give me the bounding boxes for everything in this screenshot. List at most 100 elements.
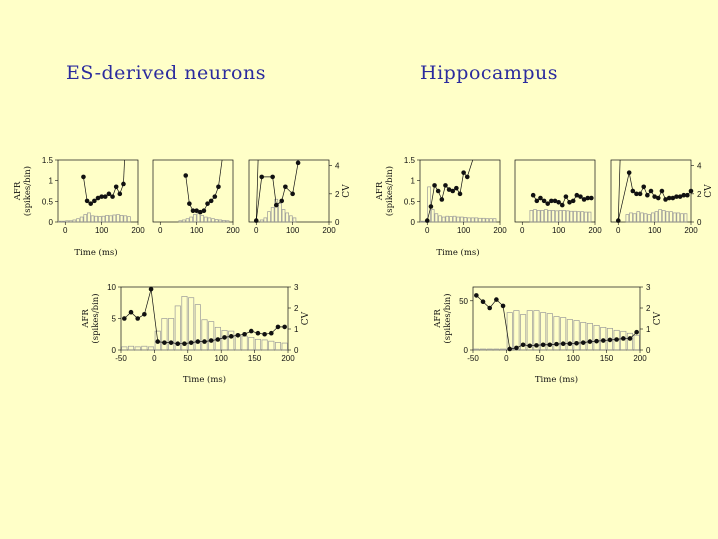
- cv-point: [530, 192, 536, 198]
- afr-bar: [267, 211, 271, 223]
- afr-bar: [430, 209, 435, 223]
- afr-bar: [201, 319, 208, 351]
- cv-point: [148, 286, 154, 292]
- afr-bar: [587, 211, 592, 223]
- cv-point: [549, 198, 554, 204]
- x-tick-label: 0: [520, 226, 525, 235]
- afr-bar: [194, 304, 201, 351]
- cv-point: [175, 341, 181, 347]
- cv-point: [188, 340, 194, 345]
- afr-bar: [154, 330, 161, 351]
- y-tick-label: 0: [112, 346, 117, 355]
- afr-bar: [108, 215, 113, 223]
- y-tick-label: 0: [464, 346, 469, 355]
- afr-bar: [182, 219, 186, 223]
- cv-point: [527, 343, 533, 349]
- afr-bar: [456, 216, 460, 223]
- cv-point: [212, 194, 218, 199]
- afr-bar: [555, 210, 559, 223]
- cv-point: [270, 174, 275, 180]
- afr-bar: [485, 218, 490, 223]
- afr-bar: [669, 211, 673, 223]
- cv-point: [195, 339, 201, 344]
- y-tick-label: 1.5: [42, 156, 54, 165]
- afr-bar: [474, 217, 479, 223]
- afr-bar: [544, 209, 548, 223]
- afr-bar: [643, 213, 648, 223]
- cv-point: [589, 195, 594, 201]
- afr-bar: [289, 215, 293, 223]
- cv-point: [435, 188, 441, 194]
- y-axis-label: AFR(spikes/bin): [433, 293, 453, 343]
- afr-bar: [87, 212, 91, 223]
- cv-point: [487, 305, 493, 311]
- cv-point: [242, 331, 247, 337]
- afr-bar: [112, 214, 117, 223]
- y2-tick-label: 2: [294, 304, 299, 313]
- afr-bar: [629, 212, 633, 223]
- cv-point: [461, 170, 466, 175]
- afr-bar: [214, 219, 219, 223]
- afr-bar: [161, 318, 168, 351]
- cv-point: [621, 336, 626, 341]
- cv-point: [155, 339, 161, 344]
- x-tick-label: 50: [183, 354, 192, 363]
- cv-point: [547, 342, 553, 348]
- afr-bar: [174, 305, 181, 351]
- afr-bar: [200, 215, 204, 223]
- afr-bar: [620, 330, 627, 351]
- x-tick-label: 200: [226, 226, 240, 235]
- x-tick-label: -50: [467, 354, 479, 363]
- cv-point: [92, 198, 97, 204]
- chart-hc-small-1: 0 100 200 0 0.5 1 1.5 Time (ms) AFR(spikes/bin): [375, 156, 507, 258]
- cv-line-overflow: [466, 159, 474, 178]
- cv-point: [110, 194, 115, 199]
- cv-line: [426, 171, 468, 221]
- cv-point: [560, 341, 566, 347]
- y-tick-label: 50: [459, 297, 468, 306]
- afr-bar: [513, 310, 520, 351]
- cv-point: [659, 188, 665, 194]
- x-tick-label: 100: [552, 226, 566, 235]
- x-axis-label: Time (ms): [74, 247, 117, 258]
- cv-point: [279, 198, 285, 204]
- cv-point: [541, 198, 547, 204]
- y-tick-label: 1: [411, 177, 416, 186]
- afr-bar: [651, 212, 655, 223]
- cv-point: [168, 340, 174, 345]
- y-tick-label: 1.5: [404, 156, 416, 165]
- afr-bar: [613, 329, 620, 351]
- y-tick-label: 0.5: [42, 197, 54, 206]
- cv-point: [688, 188, 694, 194]
- afr-bar: [441, 216, 446, 223]
- cv-point: [563, 194, 569, 199]
- afr-bar: [606, 327, 613, 351]
- afr-bar: [211, 218, 215, 223]
- x-tick-label: 200: [633, 354, 647, 363]
- afr-bar: [292, 217, 297, 223]
- y2-tick-label: 4: [335, 162, 340, 171]
- cv-line: [124, 289, 285, 345]
- cv-point: [494, 297, 499, 302]
- afr-bar: [473, 348, 480, 351]
- cv-point: [507, 346, 513, 352]
- afr-bar: [79, 216, 84, 223]
- afr-bar: [547, 210, 552, 223]
- afr-bar: [470, 217, 475, 223]
- cv-point: [282, 324, 287, 330]
- chart-es-small-2: 0 100 200: [152, 159, 240, 235]
- cv-point: [685, 192, 690, 198]
- cv-point: [428, 204, 434, 209]
- x-axis-label: Time (ms): [183, 374, 226, 385]
- y2-tick-label: 0: [335, 218, 340, 227]
- cv-point: [259, 174, 265, 180]
- afr-bar: [647, 214, 651, 223]
- cv-point: [615, 218, 621, 223]
- x-tick-label: 100: [567, 354, 581, 363]
- cv-point: [556, 199, 561, 205]
- afr-bar: [586, 323, 593, 351]
- cv-point: [102, 194, 108, 199]
- cv-point: [81, 174, 86, 180]
